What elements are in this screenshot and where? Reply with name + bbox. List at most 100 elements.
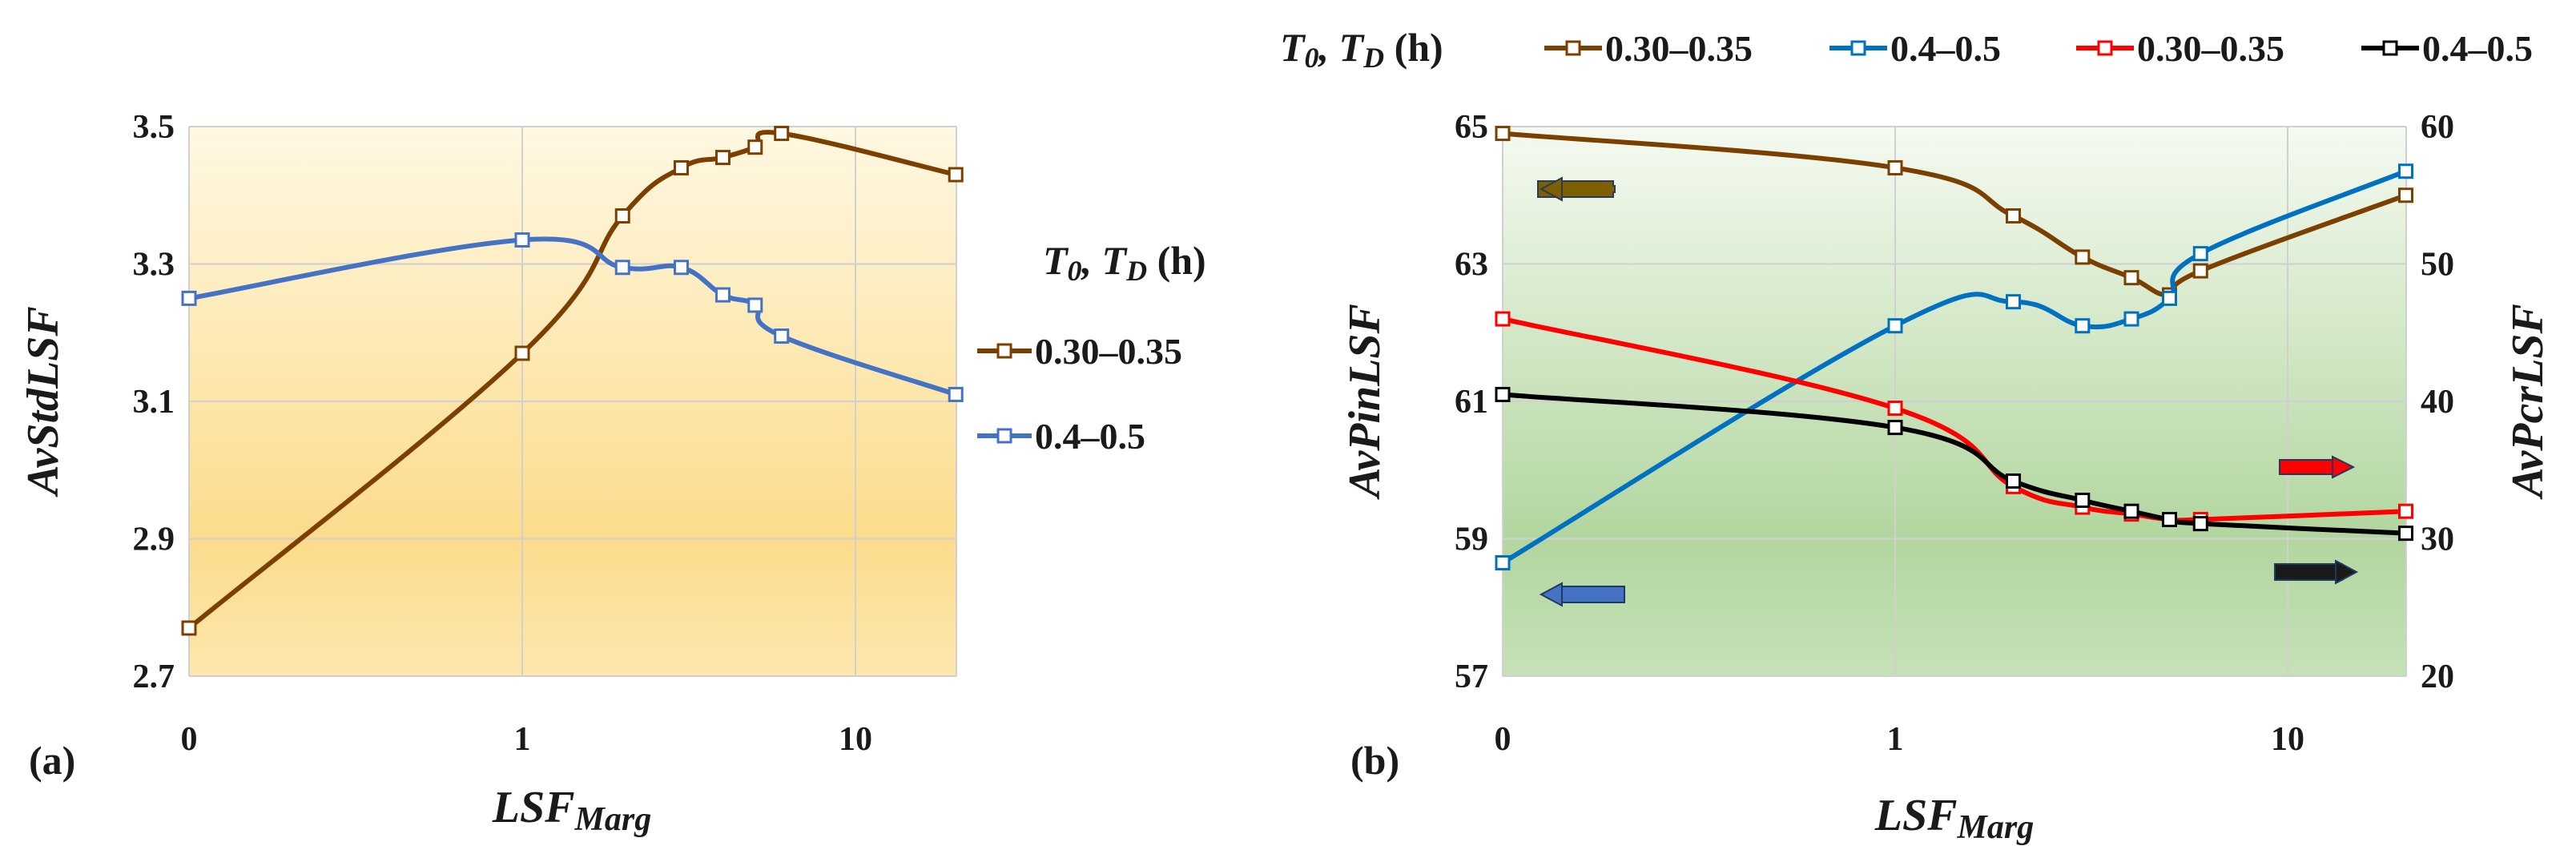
data-point [614,207,630,224]
legend-title-b: T0, TD (h) [1280,25,1443,74]
data-point [1495,126,1511,142]
legend-item: 0.4–0.5 [1829,28,2001,69]
legend-swatch-marker [2382,40,2398,56]
y-tick-label: 57 [1455,659,1488,695]
series-a [181,126,964,636]
data-point [714,150,731,166]
y-axis-label-a: AvStdLSF [18,306,68,497]
y-right-tick-label: 40 [2421,384,2454,421]
data-point [2123,503,2139,519]
data-point [2161,511,2177,527]
x-axis-label-a-sub: Marg [574,801,652,838]
x-tick-label: 10 [2271,721,2304,758]
x-tick-label: 10 [839,721,872,758]
legend-title-a-t: T [1043,238,1069,283]
data-point [948,167,964,183]
legend-item: 0.4–0.5 [2361,28,2533,69]
legend-label: 0.30–0.35 [1605,28,1753,69]
y-tick-label: 65 [1455,109,1488,146]
legend-title-b-d-sub: D [1362,42,1384,74]
legend-title-b-t: T [1280,25,1306,70]
data-point [1887,420,1903,436]
legend-item: 0.30–0.35 [1544,28,1753,69]
data-point [2075,249,2091,265]
data-point [2192,263,2208,279]
legend-label: 0.4–0.5 [1035,416,1145,457]
y-right-tick-label: 50 [2421,247,2454,284]
x-tick-label: 1 [1887,721,1904,758]
data-point [1887,159,1903,175]
data-point [2192,516,2208,532]
data-point [747,139,763,155]
data-point [2006,207,2022,224]
legend-title-b-t-sub: 0 [1305,42,1319,74]
arrow-left-brown-icon [1537,176,1616,202]
data-point [774,126,790,142]
data-point [2161,290,2177,306]
legend-label: 0.30–0.35 [1035,331,1182,372]
legend-title-a-t-sub: 0 [1068,255,1082,287]
data-point [181,290,197,306]
legend-title-a-d-sub: D [1125,255,1147,287]
legend-swatch-marker [996,428,1012,444]
legend-title-a-unit: (h) [1147,238,1206,283]
data-point [2398,526,2414,542]
data-point [181,620,197,636]
y-tick-label: 2.9 [133,522,175,558]
legend-label: 0.4–0.5 [1890,28,2001,69]
legend-item: 0.30–0.35 [2076,28,2284,69]
y-tick-label: 63 [1455,247,1488,284]
data-point [673,260,689,276]
legend-title-b-sep: , T [1318,25,1366,70]
data-point [2006,473,2022,489]
legend-item: 0.30–0.35 [977,331,1182,372]
legend-item: 0.4–0.5 [977,416,1145,457]
data-point [614,260,630,276]
data-point [1887,318,1903,334]
legend-label: 0.4–0.5 [2422,28,2533,69]
data-point [2398,163,2414,179]
arrow-right-black-icon [2274,559,2359,585]
x-tick-label: 1 [514,721,531,758]
y-axis-label-right-b: AvPcrLSF [2503,304,2553,500]
legend-swatch-marker [1565,40,1581,56]
legend-swatch-marker [2097,40,2113,56]
ticks-a: 2.7 2.9 3.1 3.3 3.5 0 1 10 [133,109,873,758]
y-tick-label: 2.7 [133,659,175,695]
x-axis-label-b: LSFMarg [1874,791,2034,846]
panel-b: 57 59 61 63 65 20 30 40 50 60 0 1 10 AvPinLSF AvPcrL… [1280,25,2553,846]
legend-title-a: T0, TD (h) [1043,238,1206,287]
data-point [1495,311,1511,327]
y-right-tick-label: 30 [2421,522,2454,558]
legend-swatch-marker [996,343,1012,359]
x-axis-label-a: LSFMarg [492,783,651,838]
data-point [673,159,689,175]
data-point [2398,503,2414,519]
data-point [948,386,964,402]
legend-title-a-sep: , T [1081,238,1129,283]
data-point [747,297,763,313]
data-point [1495,386,1511,402]
data-point [514,345,530,361]
series-b [1495,126,2414,571]
legend-swatch-marker [1850,40,1866,56]
x-axis-label-a-main: LSF [492,783,575,832]
x-tick-label: 0 [1495,721,1511,758]
data-point [1887,401,1903,417]
y-tick-label: 3.1 [133,384,175,421]
y-tick-label: 61 [1455,384,1488,421]
data-point [714,287,731,303]
data-point [774,328,790,344]
x-axis-label-b-sub: Marg [1957,809,2035,846]
legend-b: T0, TD (h) 0.30–0.35 0.4–0.5 0.30–0.35 0.4–… [1280,25,2533,74]
data-point [2075,492,2091,508]
x-tick-label: 0 [181,721,198,758]
data-point [2123,270,2139,286]
axis-indicator-arrows-b [1537,176,2359,607]
panel-a: 2.7 2.9 3.1 3.3 3.5 0 1 10 AvStdLSF LSFMarg (a)… [18,109,1206,838]
y-axis-label-b: AvPinLSF [1340,304,1390,500]
data-point [2123,311,2139,327]
y-right-tick-label: 20 [2421,659,2454,695]
data-point [2075,318,2091,334]
y-tick-label: 3.5 [133,109,175,146]
